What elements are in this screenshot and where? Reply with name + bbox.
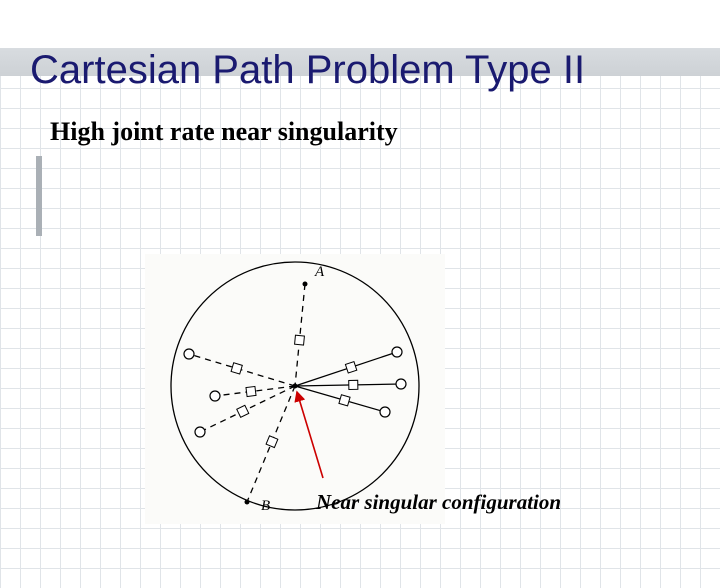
- page-title: Cartesian Path Problem Type II: [30, 48, 720, 93]
- diagram-caption: Near singular configuration: [316, 490, 561, 515]
- svg-text:A: A: [314, 264, 325, 280]
- content-area: Cartesian Path Problem Type II High join…: [0, 48, 720, 147]
- diagram-svg: AB: [145, 254, 445, 524]
- page-subtitle: High joint rate near singularity: [50, 117, 720, 147]
- left-accent-bar: [36, 156, 42, 236]
- mechanism-diagram: AB: [145, 254, 445, 524]
- svg-text:B: B: [261, 498, 270, 514]
